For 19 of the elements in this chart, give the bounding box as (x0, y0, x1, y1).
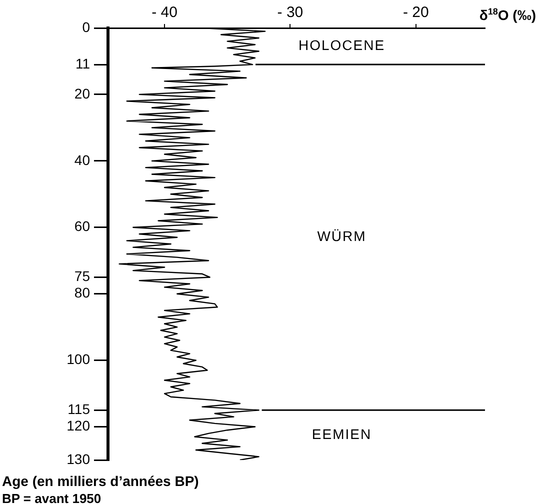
x-tick-label: - 20 (402, 4, 429, 22)
annotation: HOLOCENE (298, 37, 386, 54)
x-tick-label: - 40 (152, 4, 178, 22)
y-tick-label: 120 (66, 418, 90, 434)
y-tick-label: 40 (74, 152, 90, 168)
y-axis-title: Age (en milliers d’années BP) (2, 473, 199, 489)
annotation: EEMIEN (312, 426, 372, 442)
y-tick-label: 80 (74, 284, 90, 301)
y-tick-label: 11 (75, 55, 90, 72)
y-tick-label: 0 (82, 18, 90, 35)
y-tick-label: 100 (66, 351, 90, 368)
y-tick-label: 75 (74, 268, 90, 284)
y-tick-label: 130 (66, 450, 90, 467)
y-tick-label: 115 (68, 401, 90, 418)
y-tick-label: 20 (74, 85, 90, 102)
annotation: WÜRM (317, 228, 366, 244)
text: BP = avant 1950 (2, 491, 102, 504)
x-tick-label: - 30 (277, 4, 304, 22)
y-tick-label: 60 (74, 218, 90, 234)
